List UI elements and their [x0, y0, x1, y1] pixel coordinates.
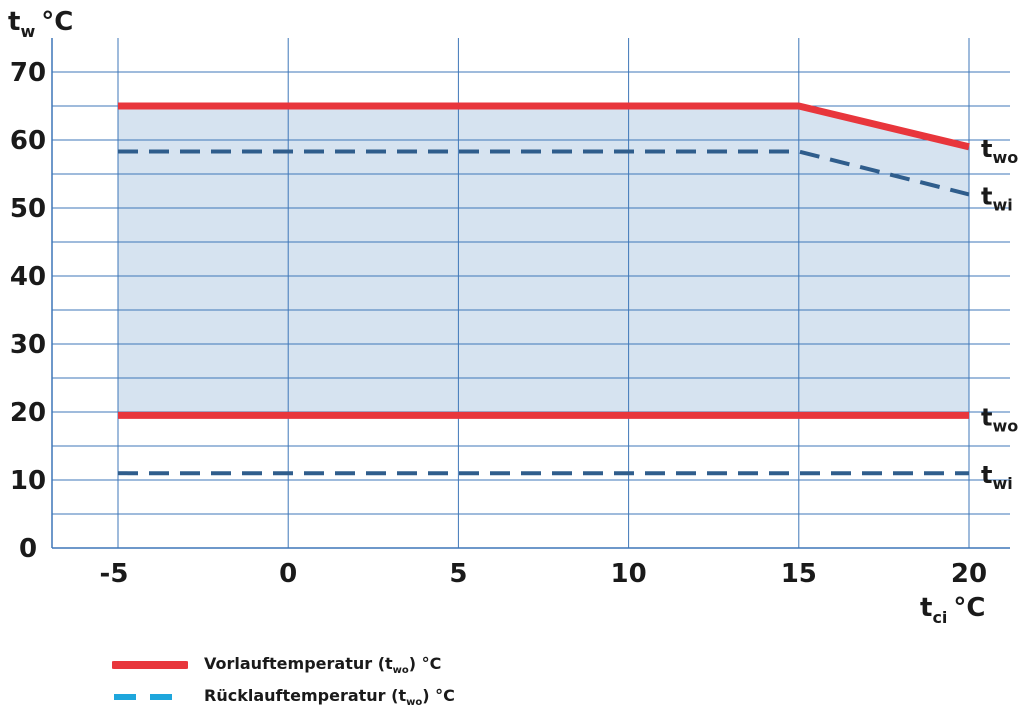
series-line-upper_vorlauf — [118, 102, 970, 151]
y-tick-label: 40 — [10, 262, 46, 292]
legend-label: Vorlauftemperatur (two) °C — [204, 653, 442, 677]
x-tick-label: 0 — [279, 559, 297, 589]
y-tick-label: 70 — [10, 58, 46, 88]
legend-solid-line-swatch — [112, 661, 188, 669]
legend-label: Rücklauftemperatur (two) °C — [204, 685, 455, 709]
legend-dashed-line-swatch — [114, 694, 186, 700]
x-tick-label: 15 — [781, 559, 817, 589]
y-tick-label: 0 — [19, 534, 37, 564]
series-layer: two twi two twi — [118, 102, 1018, 493]
x-axis-label: tci °C — [920, 593, 986, 627]
envelope-area — [118, 106, 969, 416]
axis-label-layer: tw °C tci °C — [8, 7, 986, 627]
x-tick-label: 5 — [449, 559, 467, 589]
x-tick-label: 10 — [611, 559, 647, 589]
x-tick-label: 20 — [951, 559, 987, 589]
tick-label-layer: -5 0 5 10 15 20 0 10 20 30 40 50 60 70 — [10, 58, 987, 589]
legend-item: Vorlauftemperatur (two) °C — [112, 650, 441, 680]
series-line-upper_ruecklauf — [118, 149, 970, 197]
y-tick-label: 20 — [10, 398, 46, 428]
series-end-label: twi — [981, 182, 1013, 214]
y-axis-label: tw °C — [8, 7, 73, 41]
y-tick-label: 60 — [10, 126, 46, 156]
series-end-label: two — [981, 135, 1018, 167]
series-end-label: twi — [981, 461, 1013, 493]
y-tick-label: 50 — [10, 194, 46, 224]
x-tick-label: -5 — [100, 559, 129, 589]
y-tick-label: 10 — [10, 466, 46, 496]
y-tick-label: 30 — [10, 330, 46, 360]
series-end-label: two — [981, 403, 1018, 435]
envelope-fill-layer — [118, 106, 969, 416]
legend-item: Rücklauftemperatur (two) °C — [112, 682, 455, 712]
